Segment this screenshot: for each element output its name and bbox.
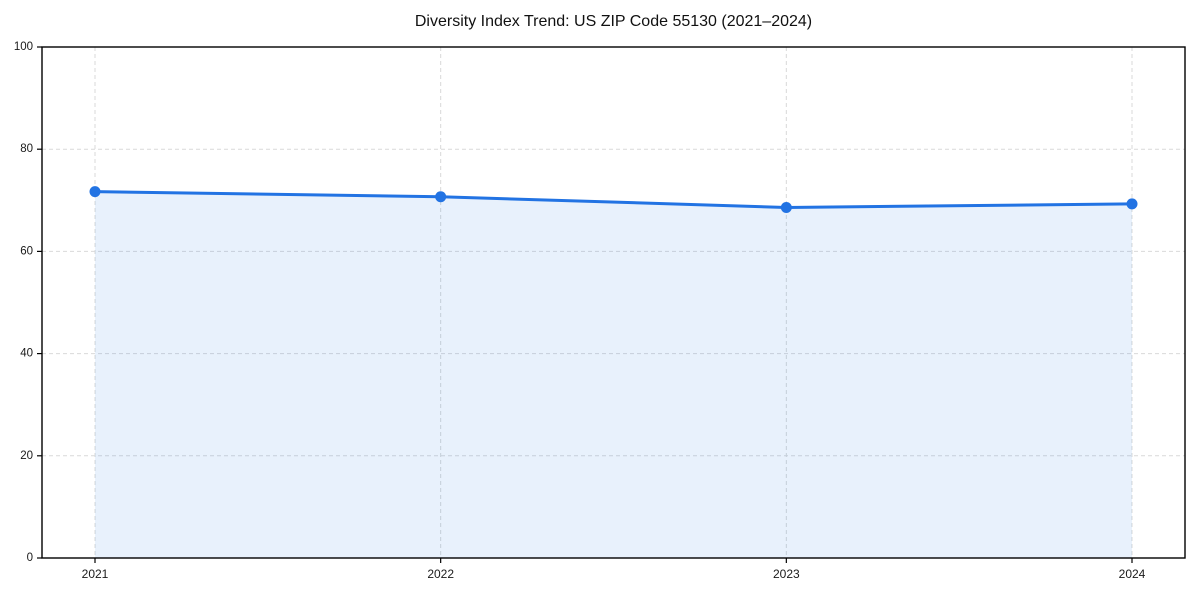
data-point [89, 186, 101, 198]
y-tick-label: 100 [14, 41, 33, 53]
x-tick-label: 2021 [82, 567, 109, 581]
y-tick-label: 40 [20, 348, 33, 360]
plot-border [41, 46, 1186, 559]
y-tick-label: 60 [20, 245, 33, 257]
x-tick-label: 2023 [773, 567, 800, 581]
x-tick-label: 2022 [427, 567, 454, 581]
chart-title: Diversity Index Trend: US ZIP Code 55130… [414, 13, 813, 30]
trend-line [93, 190, 1134, 209]
data-point [780, 201, 792, 213]
y-tick-label: 0 [27, 552, 33, 564]
y-tick-label: 80 [20, 143, 33, 155]
area-fill [95, 191, 1132, 558]
data-point [435, 191, 447, 203]
data-point [1126, 198, 1138, 210]
x-tick-label: 2024 [1119, 567, 1146, 581]
y-tick-label: 20 [20, 450, 33, 462]
